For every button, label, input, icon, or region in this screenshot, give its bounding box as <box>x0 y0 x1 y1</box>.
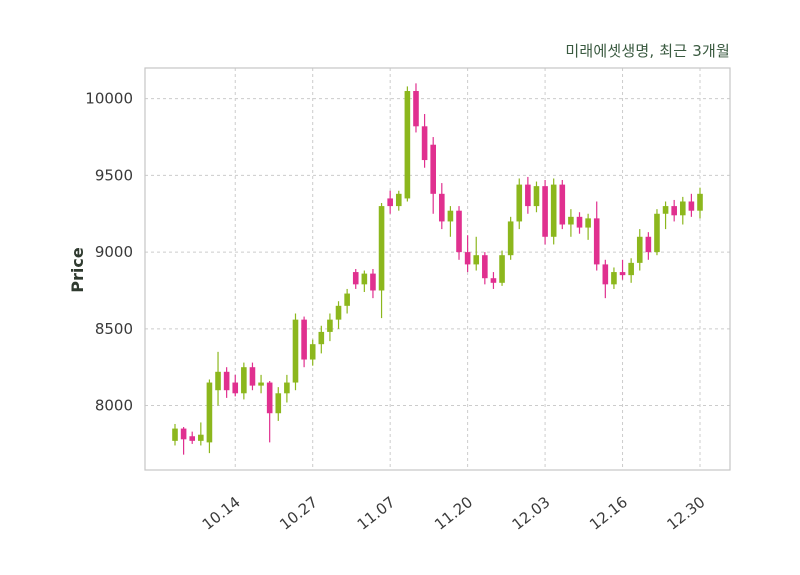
candle-body <box>232 382 239 394</box>
x-tick-label: 11.20 <box>431 493 476 534</box>
candle-body <box>284 382 290 394</box>
candle-body <box>189 436 196 441</box>
candle-body <box>679 201 686 216</box>
candle-body <box>456 210 462 253</box>
candle-body <box>628 262 634 276</box>
candle-body <box>490 278 497 283</box>
y-axis-label: Price <box>68 247 87 293</box>
candle-body <box>215 371 221 391</box>
candle-body <box>344 293 350 306</box>
candle-body <box>611 272 617 285</box>
x-tick-label: 12.16 <box>586 493 631 534</box>
candle-body <box>636 236 643 263</box>
y-tick-label: 10000 <box>85 90 133 108</box>
candle-body <box>241 367 247 394</box>
candle-body <box>292 319 299 383</box>
candle-body <box>172 428 178 441</box>
candle-body <box>619 272 626 276</box>
candle-body <box>482 255 488 279</box>
candle-body <box>447 210 454 222</box>
y-tick-label: 9500 <box>95 166 133 184</box>
candle-body <box>361 273 368 285</box>
candle-body <box>395 193 402 207</box>
candle-body <box>335 305 342 320</box>
candle-body <box>421 126 428 161</box>
candle-body <box>576 216 583 228</box>
candle-body <box>645 236 652 253</box>
x-tick-label: 12.30 <box>664 493 709 534</box>
candle-body <box>516 184 523 222</box>
candle-body <box>525 184 531 207</box>
x-tick-label: 12.03 <box>509 493 554 534</box>
candle-body <box>464 252 471 265</box>
candle-body <box>533 186 540 207</box>
candle-body <box>662 206 669 214</box>
candle-body <box>413 91 419 127</box>
candle-body <box>473 255 480 265</box>
y-tick-label: 8000 <box>95 397 133 415</box>
y-tick-label: 9000 <box>95 243 133 261</box>
y-tick-label: 8500 <box>95 320 133 338</box>
candle-body <box>688 201 695 211</box>
candle-body <box>206 382 213 443</box>
candle-body <box>180 428 187 440</box>
candle-body <box>378 206 385 291</box>
candle-body <box>223 371 230 391</box>
candle-body <box>697 193 703 211</box>
candle-body <box>568 216 574 225</box>
candle-body <box>507 221 514 256</box>
candle-body <box>370 273 376 291</box>
plot-border <box>144 67 731 471</box>
candle-body <box>318 331 325 345</box>
candle-body <box>559 184 566 225</box>
x-tick-label: 10.27 <box>276 493 321 534</box>
x-tick-label: 10.14 <box>199 493 244 534</box>
x-tick-label: 11.07 <box>354 493 399 534</box>
candle-body <box>404 91 411 199</box>
candle-body <box>499 255 505 283</box>
candle-body <box>258 382 264 386</box>
candle-body <box>352 272 359 285</box>
candle-body <box>654 213 660 253</box>
candle-body <box>439 193 445 222</box>
candle-body <box>430 144 436 194</box>
candle-body <box>266 382 273 414</box>
candle-body <box>671 206 677 216</box>
candle-body <box>249 367 256 386</box>
candle-body <box>585 218 591 228</box>
candle-body <box>301 319 307 360</box>
candle-body <box>198 434 204 441</box>
candle-body <box>602 264 609 285</box>
chart-title: 미래에셋생명, 최근 3개월 <box>565 42 730 60</box>
candle-body <box>387 198 393 207</box>
candle-body <box>327 319 333 332</box>
candle-body <box>593 218 600 265</box>
candle-body <box>309 344 316 360</box>
candle-body <box>275 393 282 414</box>
candle-body <box>542 186 548 237</box>
candle-body <box>550 184 557 237</box>
